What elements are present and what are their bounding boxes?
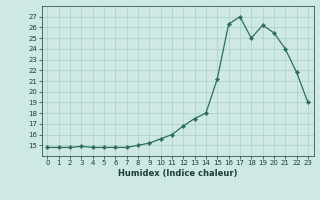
X-axis label: Humidex (Indice chaleur): Humidex (Indice chaleur) (118, 169, 237, 178)
